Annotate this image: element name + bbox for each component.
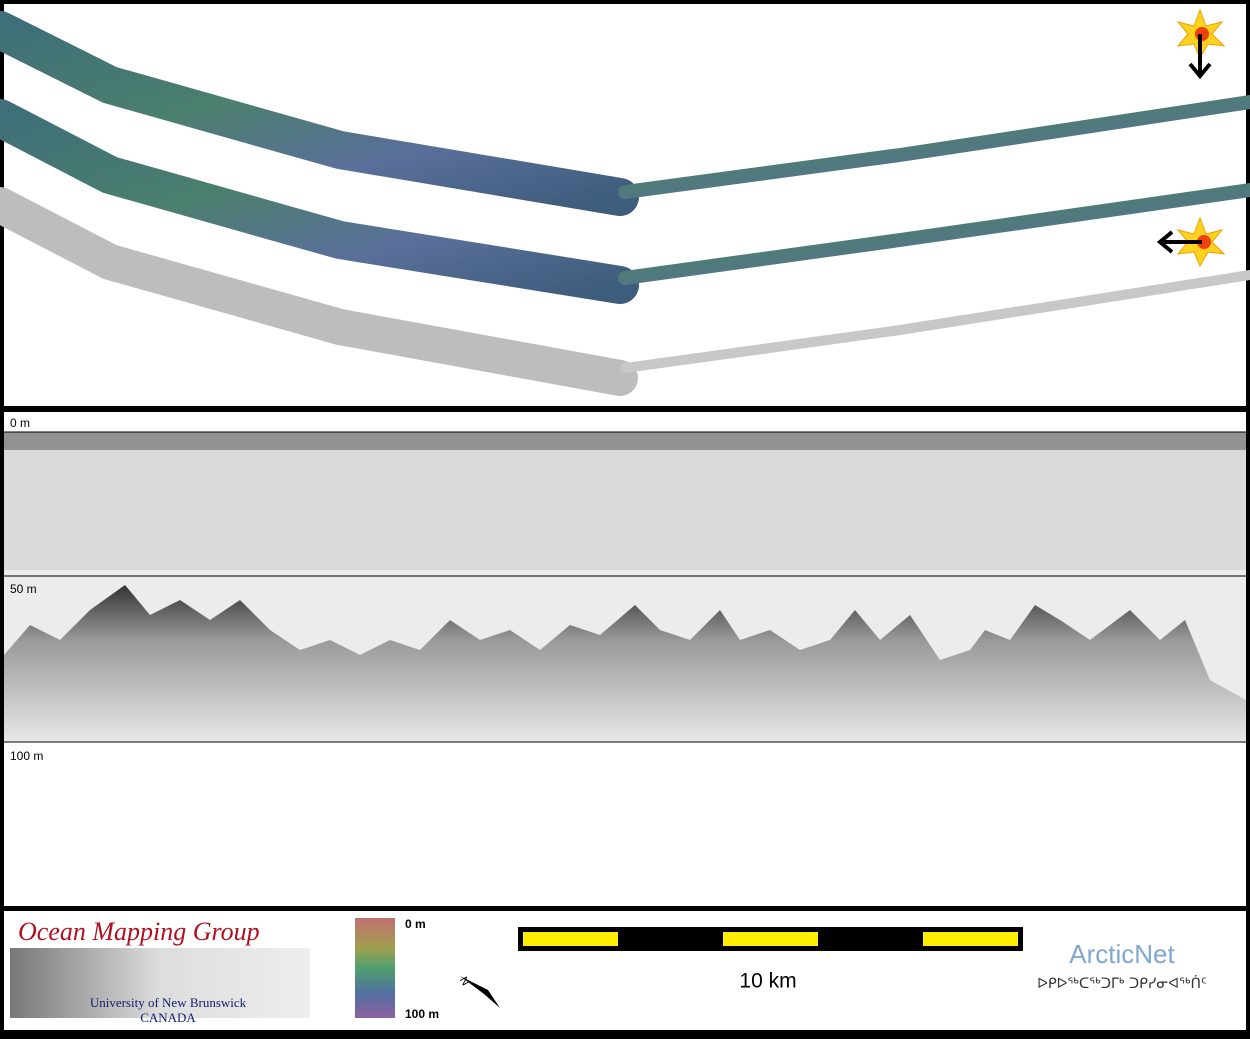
swath-2 [0,99,639,304]
logo-image [10,948,310,1018]
swath-3 [0,187,638,396]
seabed-profile [4,585,1246,742]
water-column [4,450,1246,570]
colorbar-label: 100 m [405,1007,439,1021]
logo-university: University of New Brunswick [90,995,247,1010]
scale-segment [723,932,818,946]
swath-3-thin [620,270,1250,373]
colorbar-label: 0 m [405,917,426,931]
logo-country: CANADA [140,1010,196,1025]
depth-label: 50 m [10,582,37,596]
depth-label: 100 m [10,749,43,763]
surface-noise [4,432,1246,450]
sun-icon [1176,8,1226,80]
swath-2-thin [618,183,1250,285]
depth-label: 0 m [10,416,30,430]
swaths [0,11,1250,396]
partner-syllabics: ᐅᑭᐅᖅᑕᖅᑐᒥᒃ ᑐᑭᓯᓂᐊᖅᑏᑦ [1037,975,1207,992]
logo-title: Ocean Mapping Group [18,917,260,946]
partner-name: ArcticNet [1069,939,1175,969]
swath-1 [0,11,639,216]
scale-segment [923,932,1018,946]
sun-icon [1156,216,1226,268]
swath-1-thin [618,95,1250,199]
scale-label: 10 km [739,970,796,993]
colorbar [355,918,395,1018]
scale-segment [523,932,618,946]
